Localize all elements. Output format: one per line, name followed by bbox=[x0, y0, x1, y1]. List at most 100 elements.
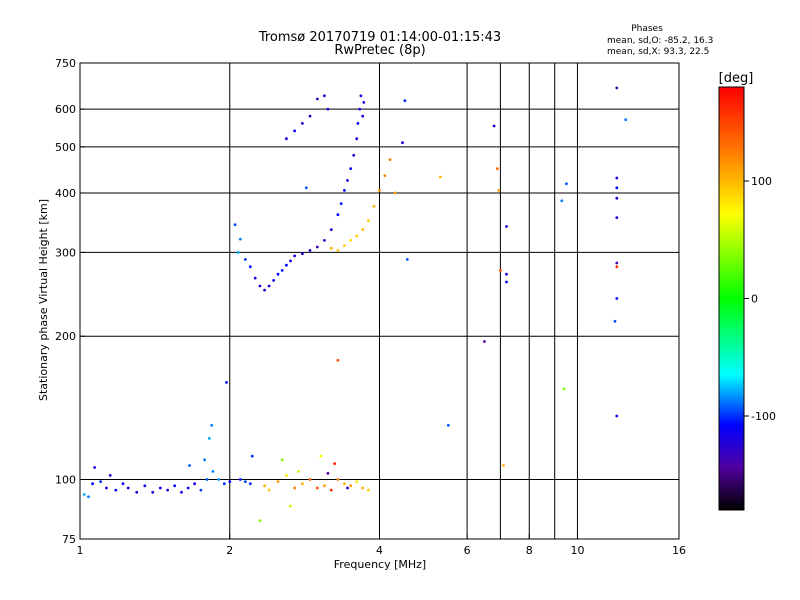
data-point bbox=[217, 478, 221, 481]
data-point bbox=[562, 387, 566, 391]
colorbar-label: [deg] bbox=[719, 71, 754, 86]
colorbar-tick-label: 0 bbox=[751, 293, 758, 306]
data-point bbox=[336, 478, 340, 481]
data-point bbox=[238, 478, 242, 481]
data-point bbox=[362, 101, 366, 104]
data-point bbox=[499, 269, 502, 272]
data-point bbox=[615, 216, 619, 220]
data-point bbox=[339, 202, 343, 206]
data-point bbox=[492, 124, 496, 128]
data-point bbox=[615, 297, 619, 300]
data-point bbox=[401, 141, 404, 145]
chart-subtitle: RwPretec (8p) bbox=[334, 43, 425, 58]
y-tick-label: 200 bbox=[55, 330, 76, 343]
y-tick-label: 750 bbox=[55, 57, 76, 70]
data-point bbox=[267, 284, 271, 288]
data-point bbox=[333, 462, 336, 465]
data-point bbox=[158, 486, 162, 490]
data-point bbox=[272, 279, 275, 282]
data-point bbox=[193, 482, 197, 486]
data-point bbox=[336, 213, 340, 217]
data-point bbox=[280, 269, 284, 272]
data-point bbox=[372, 204, 376, 208]
data-point bbox=[336, 249, 340, 252]
data-point bbox=[615, 265, 619, 269]
data-point bbox=[263, 288, 266, 292]
data-point bbox=[388, 158, 392, 162]
data-point bbox=[99, 480, 102, 483]
data-point bbox=[248, 482, 252, 486]
data-point bbox=[367, 219, 370, 223]
data-point bbox=[199, 488, 203, 492]
data-point bbox=[285, 474, 288, 477]
phase-x-stats: mean, sd,X: 93.3, 22.5 bbox=[607, 47, 709, 57]
data-point bbox=[323, 484, 326, 488]
data-point bbox=[205, 478, 209, 481]
data-point bbox=[308, 114, 312, 118]
data-point bbox=[383, 174, 387, 178]
data-point bbox=[285, 137, 288, 141]
data-point bbox=[502, 464, 505, 467]
data-point bbox=[315, 245, 319, 249]
data-point bbox=[329, 228, 333, 232]
data-point bbox=[624, 118, 628, 122]
data-point bbox=[82, 493, 86, 496]
data-point bbox=[114, 488, 118, 492]
data-point bbox=[293, 486, 296, 490]
data-point bbox=[403, 99, 407, 103]
grid-lines bbox=[80, 63, 679, 539]
data-point bbox=[105, 486, 108, 490]
data-point bbox=[166, 488, 170, 492]
data-point bbox=[359, 94, 363, 98]
y-tick-label: 75 bbox=[62, 533, 76, 546]
data-point bbox=[258, 519, 262, 522]
data-point bbox=[615, 186, 619, 190]
data-point bbox=[367, 488, 370, 492]
data-point bbox=[326, 472, 330, 475]
data-point bbox=[343, 189, 346, 192]
data-point bbox=[225, 381, 228, 384]
data-point bbox=[173, 484, 177, 488]
data-point bbox=[349, 239, 353, 242]
x-tick-label: 10 bbox=[570, 544, 584, 557]
colorbar-tick-label: 100 bbox=[751, 175, 772, 188]
data-point bbox=[505, 272, 508, 276]
y-tick-label: 600 bbox=[55, 103, 76, 116]
data-point bbox=[349, 167, 353, 171]
data-point bbox=[208, 437, 211, 440]
data-point bbox=[222, 482, 226, 486]
data-point bbox=[346, 486, 349, 490]
data-point bbox=[405, 258, 409, 261]
x-tick-label: 2 bbox=[226, 544, 233, 557]
x-tick-label: 8 bbox=[526, 544, 533, 557]
data-point bbox=[355, 480, 359, 483]
data-point bbox=[355, 137, 359, 141]
data-point bbox=[315, 486, 319, 490]
data-points bbox=[82, 86, 628, 522]
data-point bbox=[343, 482, 346, 486]
data-point bbox=[211, 470, 215, 473]
data-point bbox=[497, 189, 501, 192]
data-point bbox=[343, 244, 346, 248]
data-point bbox=[248, 265, 252, 269]
phase-heading: Phases bbox=[631, 24, 663, 34]
data-point bbox=[323, 239, 326, 242]
data-point bbox=[293, 129, 296, 133]
data-point bbox=[361, 228, 365, 232]
data-point bbox=[308, 249, 312, 252]
data-point bbox=[289, 504, 292, 508]
data-point bbox=[349, 484, 353, 488]
colorbar-ticks: 100 0 -100 bbox=[744, 175, 776, 423]
data-point bbox=[613, 319, 617, 323]
data-point bbox=[565, 182, 568, 186]
data-point bbox=[326, 107, 330, 111]
colorbar-tick-label: -100 bbox=[751, 410, 776, 423]
chart-title: Tromsø 20170719 01:14:00-01:15:43 bbox=[258, 30, 501, 45]
x-axis-label: Frequency [MHz] bbox=[334, 558, 426, 571]
data-point bbox=[615, 414, 619, 418]
data-point bbox=[91, 482, 94, 486]
data-point bbox=[151, 490, 155, 494]
data-point bbox=[180, 490, 183, 494]
data-point bbox=[355, 234, 359, 238]
